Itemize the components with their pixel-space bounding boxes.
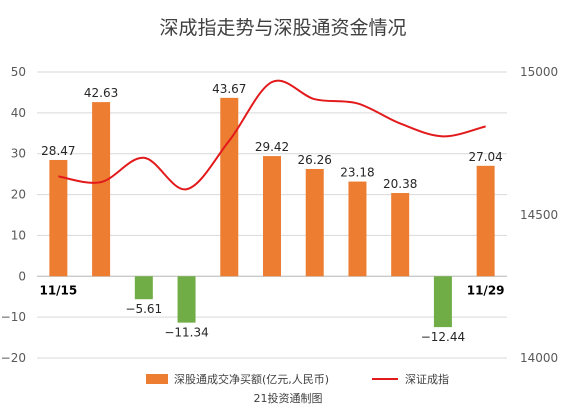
legend: 深股通成交净买额(亿元,人民币) 深证成指 — [146, 372, 449, 386]
bar-value-labels: 28.47 42.63 −5.61−11.34 43.67 29.42 26.26 23.1… — [41, 82, 503, 344]
bar-value-label: 26.26 — [298, 153, 332, 167]
left-tick-label: 40 — [11, 106, 26, 120]
left-tick-label: −20 — [1, 351, 26, 365]
source-label: 21投资通制图 — [254, 391, 323, 405]
left-tick-label: 0 — [18, 269, 26, 283]
bar-value-label: 20.38 — [383, 177, 417, 191]
left-tick-label: 20 — [11, 188, 26, 202]
chart-title: 深成指走势与深股通资金情况 — [159, 17, 406, 39]
bar-value-label: −5.61 — [125, 302, 162, 316]
legend-bar-swatch — [146, 374, 168, 384]
bar-value-label: 28.47 — [41, 144, 75, 158]
bar-value-label: −11.34 — [164, 326, 208, 340]
line-series-path — [58, 79, 486, 191]
bar — [220, 97, 239, 277]
bar-value-label: 23.18 — [340, 166, 374, 180]
bar — [134, 276, 153, 300]
category-labels: 11/15 11/29 — [39, 283, 504, 297]
left-tick-label: 30 — [11, 147, 26, 161]
bar — [476, 165, 495, 277]
category-label: 11/29 — [467, 283, 505, 297]
bar-value-label: 27.04 — [468, 150, 502, 164]
bar-value-label: −12.44 — [421, 330, 465, 344]
bar — [177, 276, 196, 323]
bar-value-label: 29.42 — [255, 140, 289, 154]
bar — [92, 102, 111, 277]
right-tick-label: 15000 — [520, 65, 558, 79]
right-y-axis: 15000 14500 14000 — [520, 65, 558, 365]
right-tick-label: 14500 — [520, 208, 558, 222]
bar — [391, 193, 410, 277]
left-tick-label: −10 — [1, 310, 26, 324]
bar — [263, 156, 281, 277]
bar — [348, 181, 367, 277]
category-label: 11/15 — [39, 283, 77, 297]
bar — [49, 159, 68, 277]
bar-value-label: 42.63 — [84, 86, 118, 100]
left-tick-label: 50 — [11, 65, 26, 79]
right-tick-label: 14000 — [520, 351, 558, 365]
bar — [433, 276, 452, 328]
bar-series — [49, 97, 495, 328]
left-y-axis: 50 40 30 20 10 0 −10 −20 — [1, 65, 26, 365]
legend-line-label: 深证成指 — [405, 372, 449, 386]
bar — [305, 168, 324, 277]
line-series — [58, 79, 486, 191]
left-tick-label: 10 — [11, 228, 26, 242]
legend-bar-label: 深股通成交净买额(亿元,人民币) — [174, 372, 329, 386]
bar-value-label: 43.67 — [212, 82, 246, 96]
